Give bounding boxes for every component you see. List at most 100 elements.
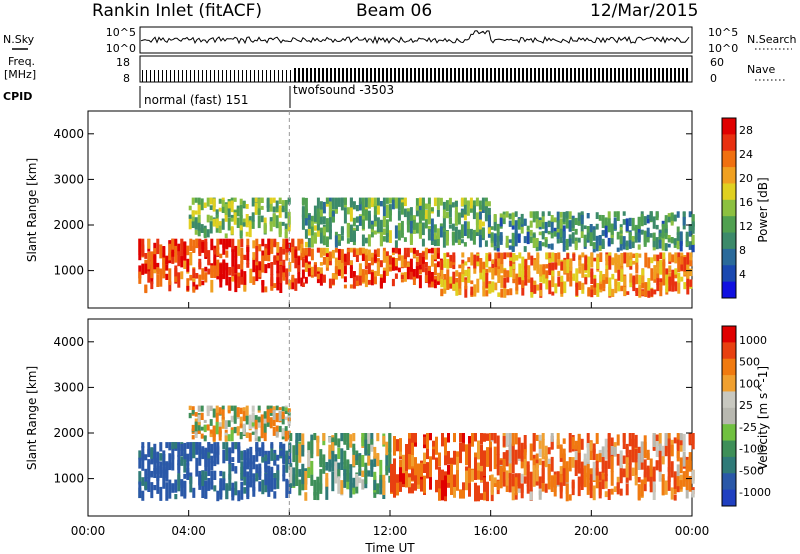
freq-bar: [502, 68, 504, 82]
echo-cell: [230, 226, 234, 235]
freq-bar: [434, 68, 436, 82]
echo-cell: [655, 460, 659, 468]
echo-cell: [673, 437, 677, 444]
echo-cell: [631, 467, 635, 476]
echo-cell: [331, 450, 335, 471]
echo-cell: [183, 473, 187, 479]
echo-cell: [385, 233, 389, 243]
echo-cell: [310, 215, 314, 222]
echo-cell: [680, 276, 684, 282]
echo-cell: [454, 210, 458, 226]
echo-cell: [478, 200, 482, 210]
freq-bar: [486, 68, 488, 82]
echo-cell: [688, 225, 692, 231]
echo-cell: [361, 455, 365, 467]
echo-cell: [352, 487, 356, 495]
echo-cell: [577, 237, 581, 243]
echo-cell: [307, 450, 311, 467]
echo-cell: [406, 220, 410, 233]
echo-cell: [541, 478, 545, 492]
echo-cell: [153, 485, 157, 491]
echo-cell: [361, 479, 365, 490]
echo-cell: [275, 425, 279, 436]
echo-cell: [418, 252, 422, 265]
echo-cell: [494, 258, 498, 268]
echo-cell: [264, 248, 268, 261]
echo-cell: [376, 197, 380, 206]
echo-cell: [165, 255, 169, 265]
echo-cell: [607, 221, 611, 233]
echo-cell: [230, 405, 234, 411]
echo-cell: [489, 475, 492, 481]
echo-cell: [254, 433, 258, 439]
echo-cell: [646, 449, 650, 460]
echo-cell: [647, 278, 651, 291]
colorbar-swatch: [722, 167, 736, 184]
echo-cell: [364, 197, 368, 208]
echo-cell: [619, 450, 623, 469]
echo-cell: [207, 449, 211, 460]
echo-cell: [412, 269, 416, 281]
echo-cell: [424, 267, 428, 276]
echo-cell: [456, 472, 459, 491]
colorbar-frame: [721, 325, 737, 507]
echo-cell: [464, 279, 468, 290]
echo-cell: [234, 442, 238, 450]
echo-cell: [252, 276, 256, 285]
echo-cell: [656, 269, 660, 279]
echo-cell: [533, 285, 537, 294]
echo-cell: [385, 219, 389, 233]
echo-cell: [240, 276, 244, 285]
echo-cell: [433, 276, 437, 284]
echo-cell: [622, 243, 626, 250]
echo-cell: [284, 231, 288, 238]
echo-cell: [304, 241, 308, 248]
echo-cell: [670, 444, 674, 457]
echo-cell: [254, 437, 258, 442]
echo-cell: [491, 281, 495, 293]
echo-cell: [571, 457, 575, 468]
echo-cell: [572, 253, 576, 261]
freq-bar: [154, 70, 155, 82]
colorbar-tick-label: 16: [739, 196, 753, 209]
echo-cell: [197, 214, 201, 224]
echo-cell: [412, 276, 416, 285]
echo-cell: [453, 474, 456, 487]
echo-cell: [376, 217, 380, 232]
echo-cell: [607, 450, 611, 469]
echo-cell: [349, 206, 353, 222]
echo-cell: [251, 212, 255, 222]
echo-cell: [667, 243, 671, 248]
echo-cell: [424, 247, 428, 260]
echo-cell: [480, 471, 483, 481]
echo-cell: [538, 490, 542, 500]
echo-cell: [689, 252, 693, 261]
echo-cell: [248, 216, 252, 224]
freq-bar: [662, 68, 664, 82]
echo-cell: [310, 226, 314, 236]
colorbar-tick-label: -1000: [739, 486, 771, 499]
echo-cell: [423, 475, 426, 494]
echo-cell: [367, 262, 371, 275]
echo-cell: [212, 408, 216, 418]
echo-cell: [541, 231, 545, 240]
echo-cell: [676, 464, 680, 479]
echo-cell: [219, 470, 223, 477]
echo-cell: [635, 264, 639, 274]
echo-cell: [355, 454, 359, 461]
echo-cell: [200, 224, 204, 233]
echo-cell: [523, 449, 527, 467]
freq-bar: [362, 68, 364, 82]
echo-cell: [349, 260, 353, 266]
echo-cell: [409, 247, 413, 253]
echo-cell: [577, 220, 581, 226]
echo-cell: [502, 458, 506, 472]
echo-cell: [511, 444, 515, 463]
echo-cell: [457, 212, 461, 225]
echo-cell: [171, 252, 175, 257]
echo-cell: [334, 247, 338, 253]
echo-cell: [448, 204, 452, 218]
echo-cell: [215, 421, 219, 432]
echo-cell: [545, 276, 549, 290]
echo-cell: [433, 197, 437, 207]
